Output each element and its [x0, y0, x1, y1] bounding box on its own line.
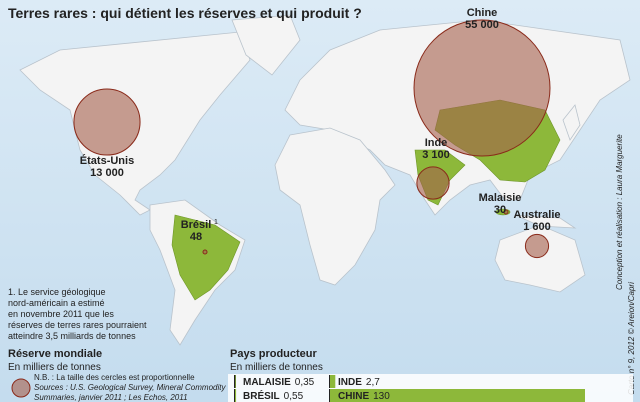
credits: Conception et réalisation : Laura Margue…: [615, 134, 636, 395]
producer-name: BRÉSIL: [243, 389, 280, 402]
producer-name: CHINE: [338, 391, 369, 402]
production-bar: [235, 375, 236, 388]
note-ref: 1: [214, 219, 218, 226]
producer-value: 130: [373, 391, 390, 402]
reserve-bubble: [503, 209, 509, 215]
reserve-bubble: [416, 166, 450, 200]
note-line: Sources : U.S. Geological Survey, Minera…: [34, 383, 226, 392]
legend-unit: En milliers de tonnes: [8, 362, 101, 373]
reserve-bubble: [73, 88, 141, 156]
production-bar: [330, 375, 336, 388]
footnote-line: 1. Le service géologique: [8, 287, 106, 297]
reserve-value: 1 600: [523, 221, 551, 233]
country-label: Chine: [467, 7, 498, 19]
producer-value: 0,35: [295, 377, 315, 388]
country-label: Inde: [425, 137, 448, 149]
reserve-value: 48: [190, 231, 202, 243]
reserve-value: 30: [494, 204, 506, 216]
footnote-line: nord-américain a estimé: [8, 298, 105, 308]
title: Terres rares : qui détient les réserves …: [8, 5, 362, 21]
producer-value: 0,55: [284, 391, 304, 402]
footnote-line: réserves de terres rares pourraient: [8, 320, 147, 330]
reserve-bubble: [202, 249, 208, 255]
note-line: N.B. : La taille des cercles est proport…: [34, 373, 195, 382]
reserve-bubble: [524, 233, 550, 259]
country-label: Malaisie: [479, 192, 522, 204]
legend-bubble: [11, 378, 31, 398]
note-line: Summaries, janvier 2011 ; Les Echos, 201…: [34, 393, 188, 402]
country-label: Brésil: [181, 219, 212, 231]
producer-value: 2,7: [366, 377, 380, 388]
country-label: Australie: [513, 209, 560, 221]
producer-name: MALAISIE: [243, 377, 291, 388]
footnote-line: atteindre 3,5 milliards de tonnes: [8, 331, 136, 341]
reserve-value: 13 000: [90, 167, 124, 179]
reserve-value: 55 000: [465, 19, 499, 31]
footnote-line: en novembre 2011 que les: [8, 309, 114, 319]
legend-title: Réserve mondiale: [8, 348, 102, 360]
reserve-value: 3 100: [422, 149, 450, 161]
production-bar: [330, 389, 585, 402]
legend-title: Pays producteur: [230, 348, 318, 360]
legend-unit: En milliers de tonnes: [230, 362, 323, 373]
reserve-bubble: [413, 19, 551, 157]
country-label: États-Unis: [80, 154, 134, 167]
credit: Carto n° 9, 2012 © Areion/Capri: [627, 282, 636, 395]
credit: Conception et réalisation : Laura Margue…: [615, 134, 624, 290]
producer-name: INDE: [338, 377, 362, 388]
production-bar: [235, 389, 237, 402]
